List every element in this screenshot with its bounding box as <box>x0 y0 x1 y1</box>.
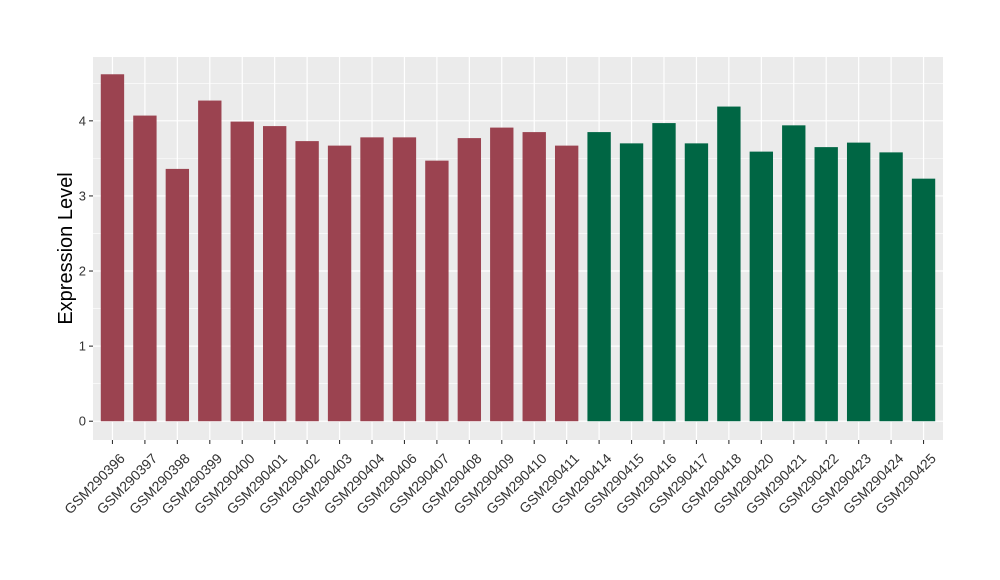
bar <box>911 178 936 422</box>
bar <box>619 143 644 422</box>
y-axis-title: Expression Level <box>55 172 77 324</box>
bar <box>295 141 319 422</box>
bar <box>165 168 190 422</box>
bar <box>749 151 773 422</box>
bar <box>490 127 514 422</box>
bar <box>846 142 871 422</box>
bar <box>133 115 157 422</box>
bar <box>100 74 125 422</box>
bar <box>782 125 806 422</box>
bar <box>587 132 611 422</box>
bar <box>230 121 254 422</box>
bar <box>814 147 838 422</box>
bar <box>360 137 384 422</box>
bar <box>652 123 676 422</box>
bar <box>263 126 287 422</box>
bar <box>392 137 417 422</box>
bar <box>554 145 579 422</box>
y-tick-label: 2 <box>79 264 86 279</box>
y-tick-label: 4 <box>79 113 86 128</box>
bar <box>425 160 449 422</box>
bars <box>100 74 936 422</box>
bar <box>327 145 352 422</box>
bar <box>522 132 546 422</box>
y-tick-label: 0 <box>79 414 86 429</box>
x-axis: GSM290396GSM290397GSM290398GSM290399GSM2… <box>61 440 939 517</box>
bar <box>717 106 741 422</box>
bar <box>684 143 709 422</box>
bar <box>457 138 482 422</box>
y-axis: 0 1 2 3 4 <box>79 113 93 429</box>
bar <box>198 100 222 422</box>
bar <box>879 152 903 422</box>
y-tick-label: 3 <box>79 188 86 203</box>
y-tick-label: 1 <box>79 339 86 354</box>
